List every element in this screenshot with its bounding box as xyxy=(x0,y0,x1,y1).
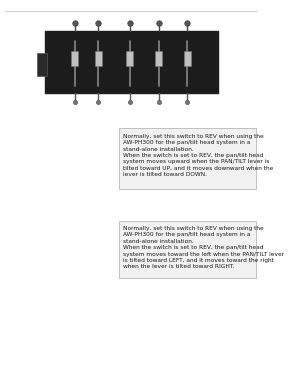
Bar xyxy=(45,31,217,93)
Bar xyxy=(37,53,47,76)
Bar xyxy=(71,51,78,66)
Bar xyxy=(184,51,191,66)
Bar xyxy=(119,128,256,189)
Bar xyxy=(119,221,256,278)
Bar xyxy=(94,51,102,66)
Text: Normally, set this switch to REV when using the
AW-PH300 for the pan/tilt head s: Normally, set this switch to REV when us… xyxy=(123,134,274,177)
Bar xyxy=(126,51,134,66)
Text: Normally, set this switch to REV when using the
AW-PH300 for the pan/tilt head s: Normally, set this switch to REV when us… xyxy=(123,226,284,270)
Bar xyxy=(155,51,162,66)
